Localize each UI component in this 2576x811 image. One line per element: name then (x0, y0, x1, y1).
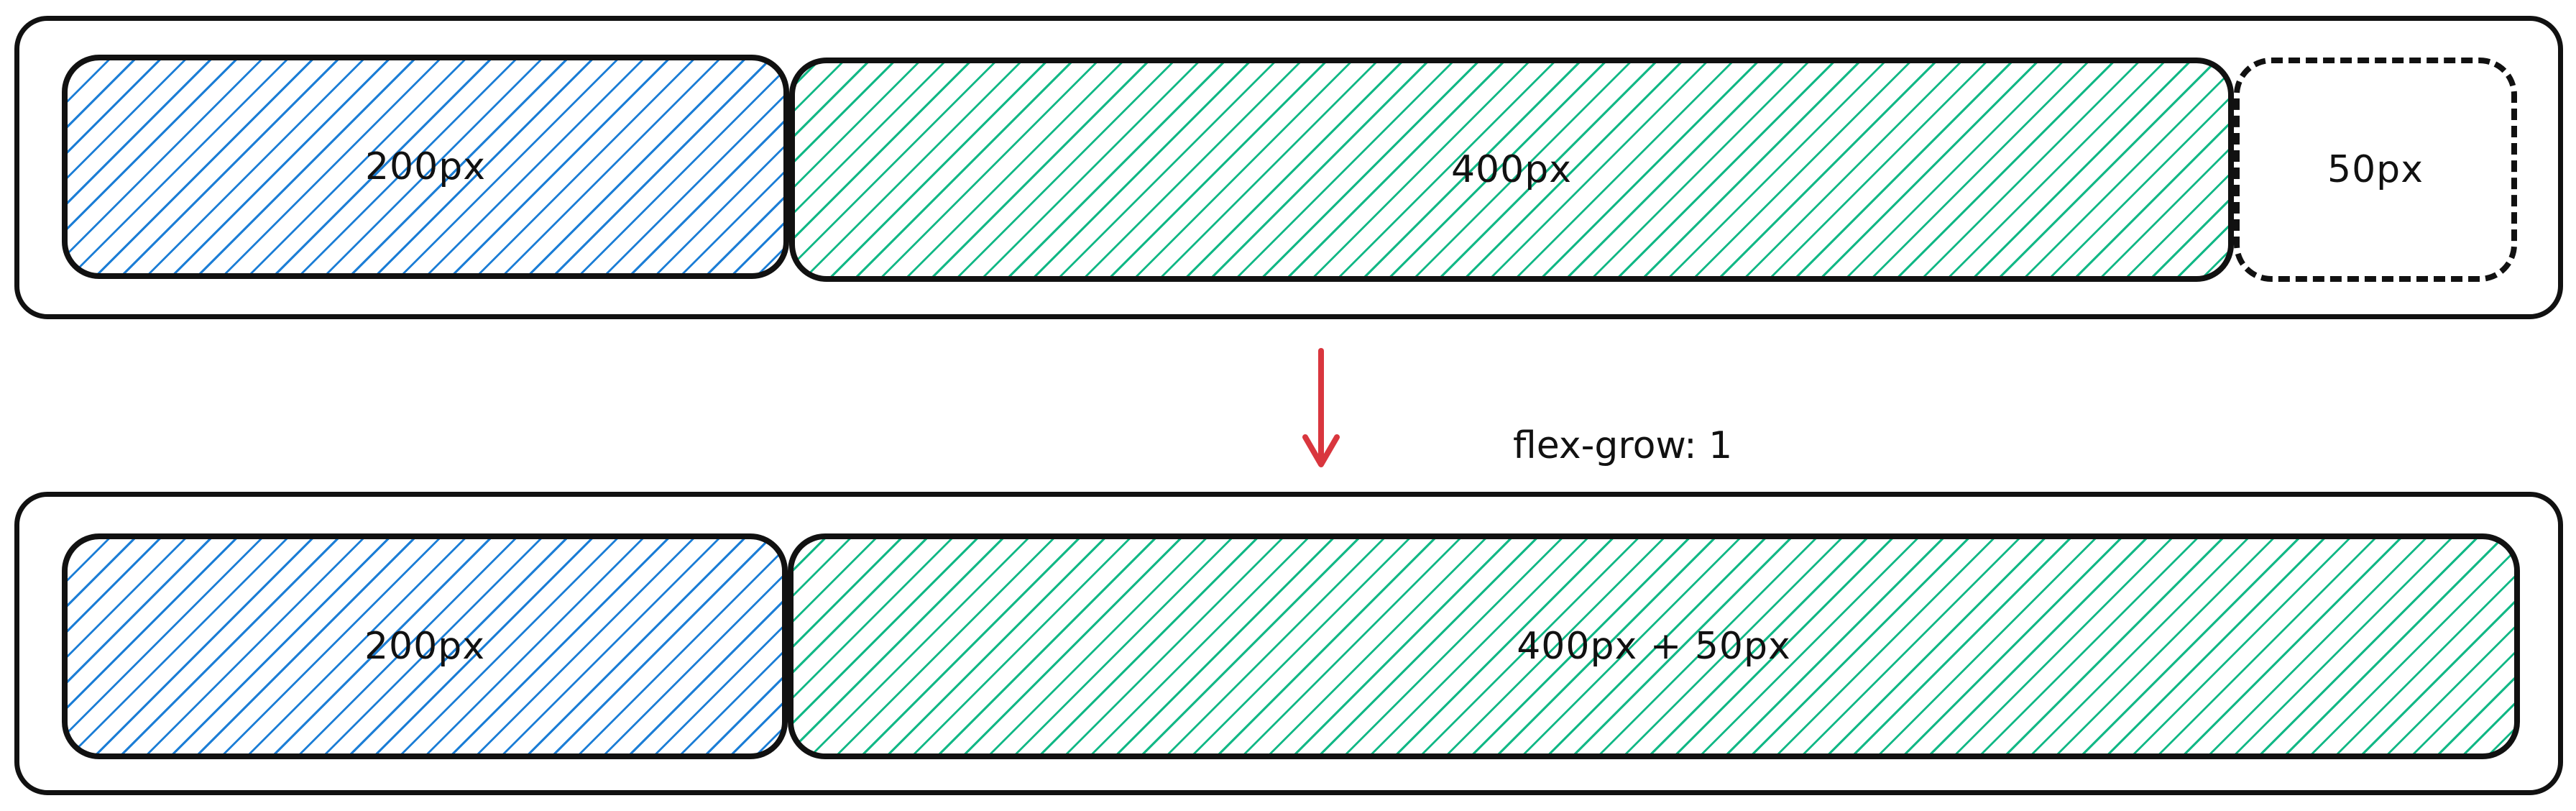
top-item-400px-label: 400px (1450, 148, 1573, 191)
top-item-400px: 400px (789, 58, 2234, 282)
flex-grow-caption: flex-grow: 1 (1513, 424, 1733, 467)
bottom-item-grown: 400px + 50px (788, 533, 2520, 759)
bottom-item-grown-label: 400px + 50px (1517, 625, 1791, 668)
bottom-item-200px: 200px (62, 533, 788, 759)
bottom-item-200px-label: 200px (364, 625, 486, 668)
top-free-space-50px: 50px (2234, 58, 2517, 282)
top-free-space-label: 50px (2327, 148, 2424, 191)
top-item-200px: 200px (62, 55, 789, 279)
down-arrow-icon (1302, 348, 1340, 467)
top-item-200px-label: 200px (364, 145, 487, 188)
